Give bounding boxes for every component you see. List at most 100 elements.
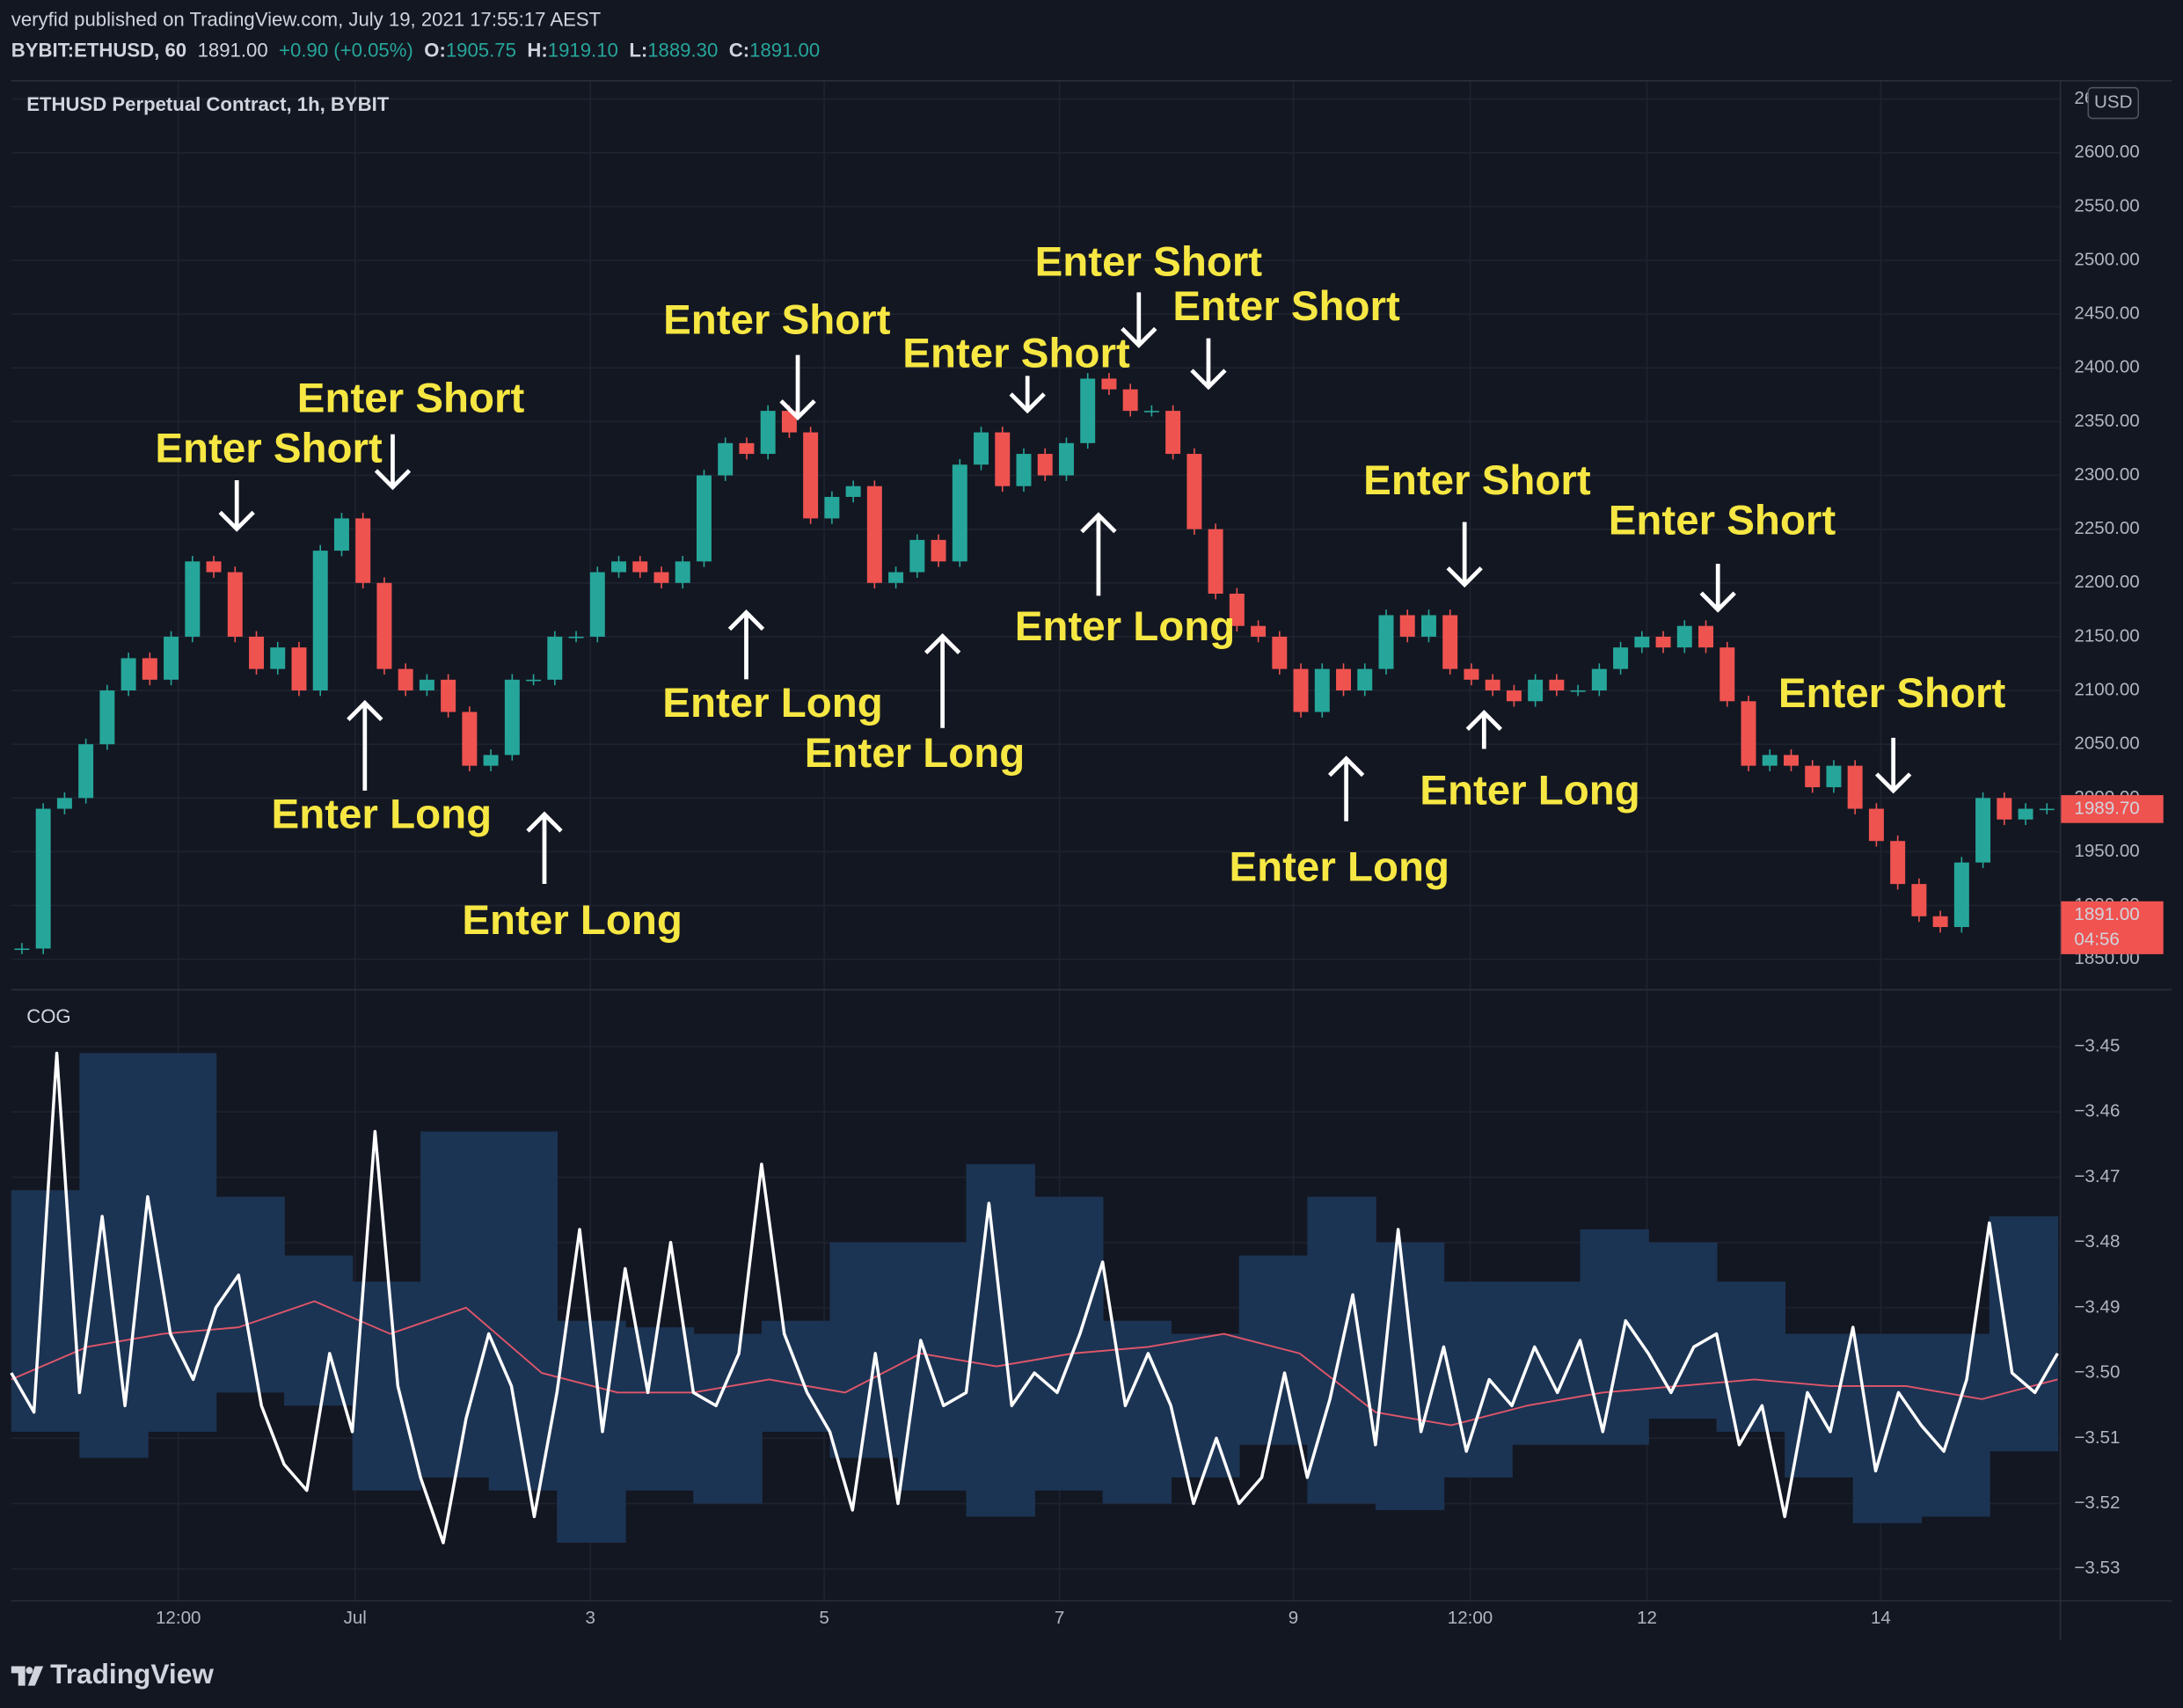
candle [1741,701,1756,766]
panes: 12:00Jul357912:0012141850.001900.001950.… [10,80,2164,1628]
candle [653,572,669,583]
candle [1506,690,1522,702]
channel-band [1716,1281,1785,1432]
x-tick-label: 5 [819,1608,829,1628]
x-tick-label: 9 [1289,1608,1298,1628]
annotation: Enter Short [1172,283,1400,330]
candle [1485,679,1500,691]
candle [227,572,243,637]
candle [1016,454,1032,486]
symbol: BYBIT:ETHUSD, 60 [11,39,186,61]
pane-title: ETHUSD Perpetual Contract, 1h, BYBIT [26,93,390,115]
logo-icon [11,1666,44,1686]
y-tick-label: 2150.00 [2074,625,2139,646]
candle [1080,378,1096,443]
y-tick-label: −3.47 [2074,1166,2120,1186]
signal-arrow [1446,522,1483,588]
annotation: Enter Short [1609,498,1836,544]
channel-band [352,1281,421,1491]
channel-band [1238,1255,1309,1445]
y-tick-label: −3.51 [2074,1427,2120,1448]
candle [1357,668,1373,691]
candle [1719,647,1735,702]
ohlc-value: 1891.00 [749,39,820,61]
candle [1975,798,1991,863]
signal-arrow [1327,755,1365,821]
candle [1272,636,1288,669]
publish-line: veryfid published on TradingView.com, Ju… [11,9,602,31]
y-tick-label: 2200.00 [2074,572,2139,592]
signal-arrow [1121,292,1157,348]
candle [1997,798,2012,820]
ohlc-key: H: [527,39,547,61]
last-price: 1891.00 [198,39,268,61]
signal-arrow [779,354,816,421]
annotation: Enter Long [805,730,1026,777]
ohlc-value: 1905.75 [446,39,516,61]
channel-band [1034,1196,1104,1491]
candle [1293,668,1309,712]
candle [504,679,520,755]
x-tick-label: 3 [586,1608,595,1628]
annotation: Enter Short [1778,670,2006,717]
price-tag-label: 1989.70 [2074,798,2139,818]
candle [1698,625,1714,648]
candle [142,658,157,680]
y-tick-label: −3.50 [2074,1362,2120,1383]
candle [1336,668,1352,691]
candle [1762,755,1778,766]
candle [1953,862,1969,928]
x-tick-label: Jul [344,1608,367,1628]
annotation: Enter Long [272,792,493,838]
y-tick-label: 2500.00 [2074,249,2139,269]
candle [1442,615,1458,669]
candle [35,808,51,949]
candle [781,411,797,433]
candle [824,496,840,519]
candle [78,744,94,799]
pane-title: COG [26,1005,70,1027]
ohlc-key: C: [729,39,749,61]
y-tick-label: 2600.00 [2074,142,2139,162]
candle [974,432,989,465]
candle [1464,668,1479,680]
candle [888,572,904,583]
annotation: Enter Long [1420,768,1640,814]
candle [931,539,946,562]
ohlc-key: O: [424,39,446,61]
candle [312,551,328,691]
candle [1655,636,1671,648]
candle [355,518,371,583]
signal-arrow [347,699,383,791]
candle [1101,378,1117,390]
candle [1122,389,1138,412]
ohlc-value: 1889.30 [647,39,718,61]
channel-band [147,1053,217,1432]
channel-band [624,1327,695,1491]
channel-band [1375,1242,1445,1510]
annotation: Enter Short [155,425,383,471]
candle [1528,679,1544,702]
candle [1570,690,1586,692]
x-tick-label: 12 [1637,1608,1657,1628]
channel-band [1921,1333,1990,1517]
price-tag-label: 1891.00 [2074,904,2139,924]
annotation: Enter Short [663,297,891,344]
signal-arrow [1465,709,1502,749]
candle [1549,679,1565,691]
channel-band [215,1196,285,1393]
candle [1037,454,1053,476]
candle [14,948,30,951]
logo-text: TradingView [50,1658,214,1690]
y-tick-label: −3.48 [2074,1231,2120,1252]
signal-arrow [218,480,255,532]
x-tick-label: 12:00 [1448,1608,1493,1628]
currency: USD [2094,92,2132,113]
candle [441,679,456,712]
candle [2018,808,2033,820]
candle [760,411,776,455]
y-tick-label: 2550.00 [2074,195,2139,215]
candle [164,636,179,680]
channel-band [1102,1320,1172,1504]
